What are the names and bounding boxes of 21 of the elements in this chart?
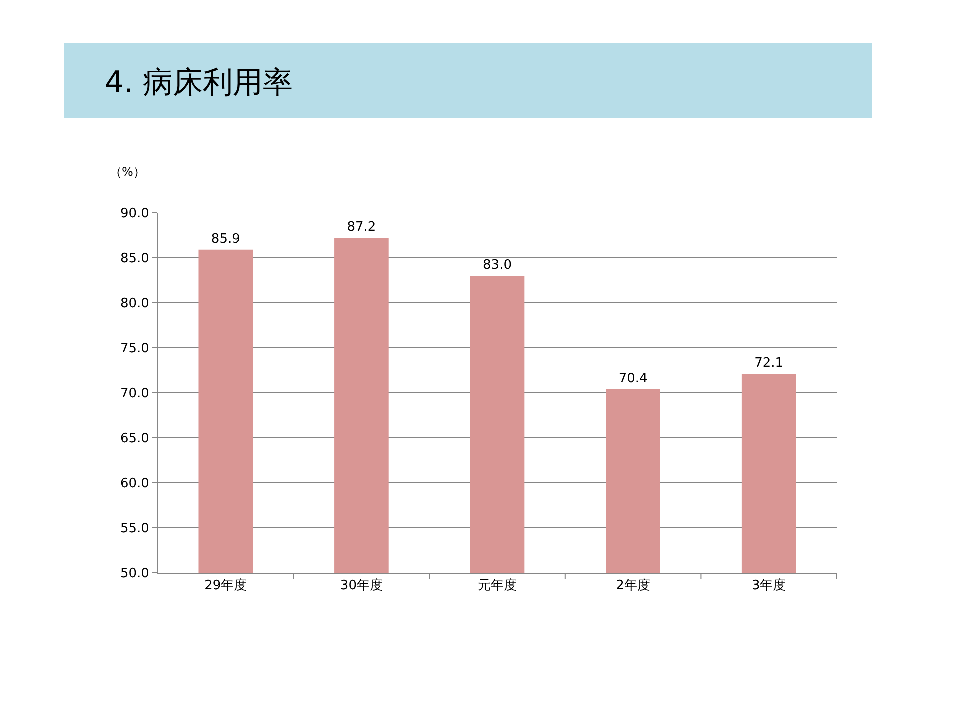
y-tick-label: 85.0 [120, 252, 150, 267]
data-label: 83.0 [483, 258, 512, 273]
data-label: 72.1 [754, 356, 784, 372]
chart-title: 4. 病床利用率 [105, 66, 294, 100]
data-label: 85.9 [211, 232, 240, 247]
data-label: 87.2 [347, 220, 376, 236]
data-label: 70.4 [618, 371, 648, 386]
x-tick-label: 2年度 [616, 578, 650, 594]
x-tick-label: 29年度 [204, 578, 248, 594]
x-tick-label: 元年度 [478, 578, 517, 594]
x-tick-label: 3年度 [752, 578, 786, 594]
y-tick-label: 55.0 [120, 522, 150, 537]
y-tick-label: 90.0 [120, 206, 150, 222]
y-tick-label: 65.0 [120, 432, 150, 447]
y-tick-label: 80.0 [120, 296, 150, 312]
y-tick-label: 50.0 [120, 566, 150, 582]
y-tick-label: 60.0 [120, 476, 150, 492]
y-tick-label: 75.0 [120, 342, 150, 357]
x-tick-label: 30年度 [340, 578, 383, 594]
y-axis-title: （%） [110, 165, 146, 179]
y-tick-label: 70.0 [120, 386, 150, 402]
